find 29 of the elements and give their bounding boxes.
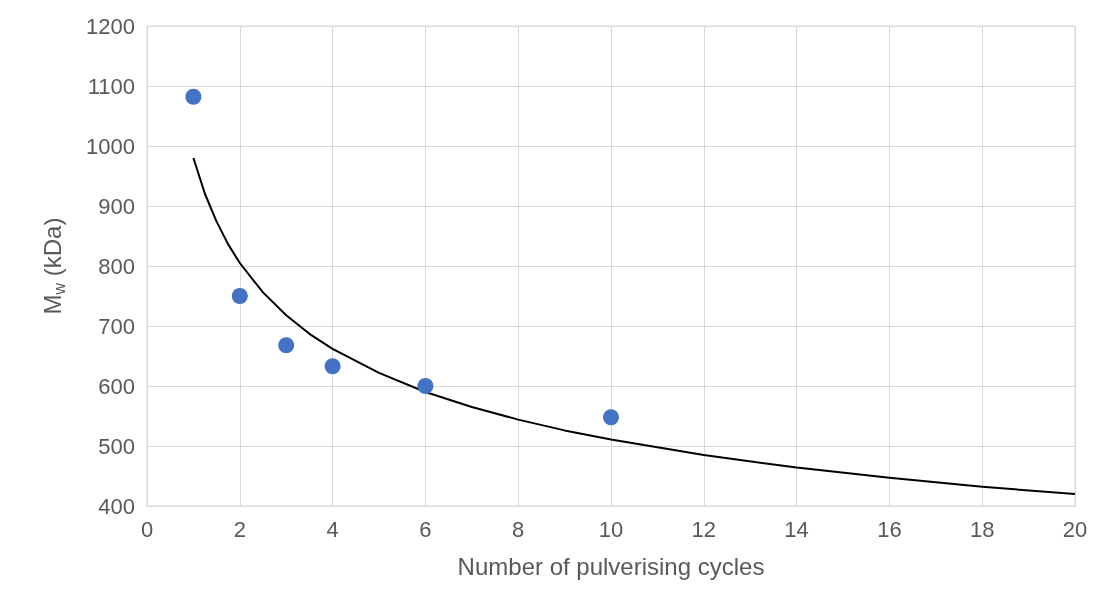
x-tick-label: 14 (784, 516, 809, 542)
point (278, 337, 295, 354)
x-tick-label: 8 (512, 516, 525, 542)
y-tick-label: 800 (98, 253, 135, 279)
x-tick-label: 12 (691, 516, 717, 542)
point (417, 378, 434, 394)
y-tick-label: 600 (98, 373, 135, 399)
x-axis-title: Number of pulverising cycles (457, 552, 765, 580)
y-tick-label: 900 (98, 193, 135, 219)
y-tick-label: 500 (98, 433, 135, 459)
y-tick-label: 1000 (86, 133, 135, 159)
point (603, 409, 619, 426)
line-series (192, 157, 1076, 495)
x-tick-label: 2 (233, 516, 246, 542)
x-tick-label: 0 (140, 516, 154, 542)
y-tick-label: 1200 (86, 13, 135, 39)
y-tick-label: 1100 (87, 73, 135, 99)
x-tick-label: 10 (598, 516, 624, 542)
y-axis-title: Mw (kDa) (38, 217, 68, 315)
point (324, 358, 341, 375)
point (185, 88, 202, 105)
x-tick-label: 16 (877, 516, 902, 542)
x-tick-label: 18 (969, 516, 995, 542)
y-tick-label: 700 (98, 313, 135, 339)
x-tick-label: 4 (326, 516, 339, 542)
x-tick-label: 6 (419, 516, 432, 542)
x-tick-label: 20 (1062, 516, 1088, 542)
y-tick-label: 400 (98, 493, 135, 519)
point (231, 288, 248, 304)
